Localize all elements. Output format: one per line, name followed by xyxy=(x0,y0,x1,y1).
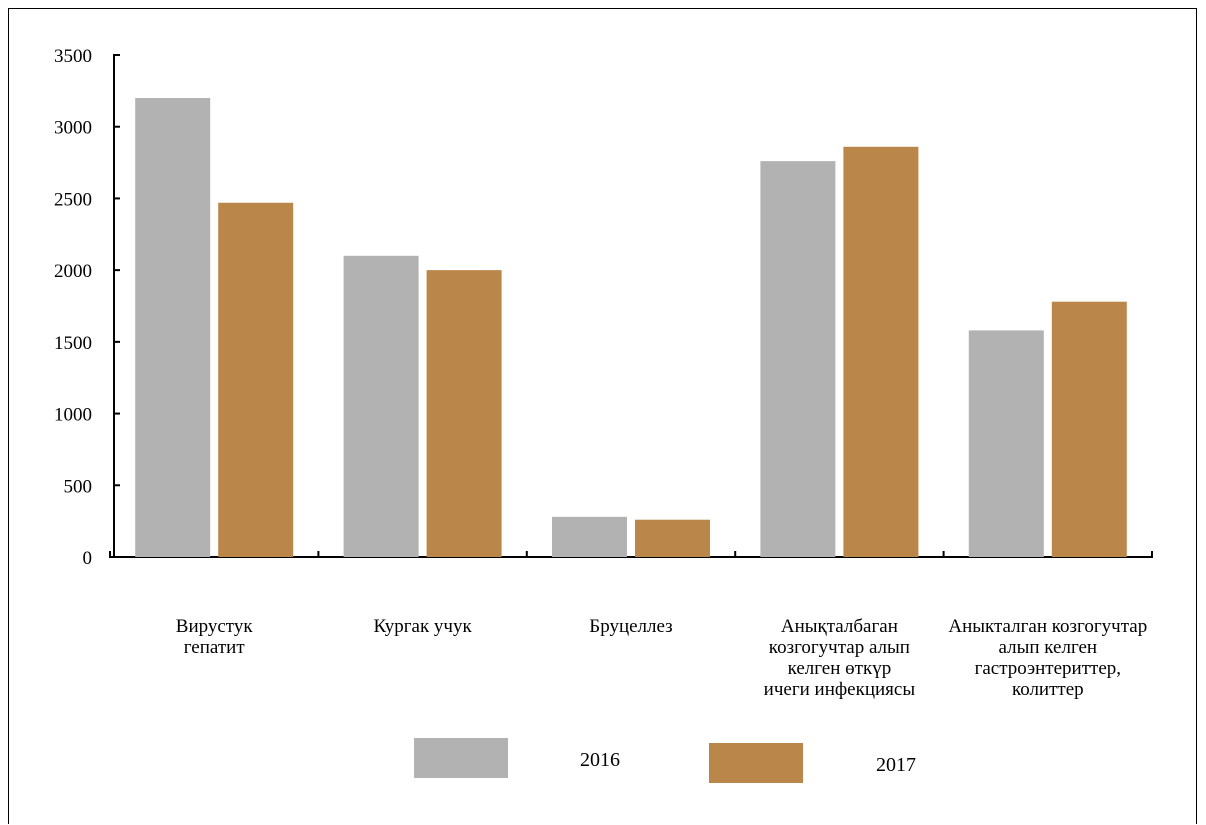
y-tick-label: 0 xyxy=(83,548,93,569)
y-tick-label: 1000 xyxy=(54,405,92,426)
y-tick-label: 500 xyxy=(64,476,93,497)
bar-2017-3 xyxy=(843,146,919,557)
legend-label-2016: 2016 xyxy=(580,749,620,771)
bar-2016-0 xyxy=(135,98,211,558)
x-category-label: Кургак учук xyxy=(373,616,472,637)
x-category-label: Вирустук гепатит xyxy=(176,616,254,658)
bar-2017-1 xyxy=(426,270,502,557)
legend-swatch-2017 xyxy=(709,743,803,783)
bar-2016-4 xyxy=(968,330,1044,557)
bar-2017-4 xyxy=(1051,301,1127,557)
legend-label-2017: 2017 xyxy=(876,754,916,776)
bar-2017-2 xyxy=(635,519,710,557)
legend-swatch-2016 xyxy=(414,738,508,778)
chart-frame xyxy=(8,8,1197,824)
bar-2017-0 xyxy=(218,202,294,557)
bar-2016-2 xyxy=(552,516,627,557)
y-tick-label: 2500 xyxy=(54,189,92,210)
bar-2016-3 xyxy=(760,161,836,557)
x-category-label: Анықталбаган козгогучтар алып келген өткүр… xyxy=(764,616,916,700)
x-category-label: Бруцеллез xyxy=(589,616,672,637)
y-tick-label: 2000 xyxy=(54,261,92,282)
bar-2016-1 xyxy=(343,255,419,558)
x-category-label: Аныкталган козгогучтар алып келген гастроэ… xyxy=(948,616,1147,700)
y-tick-label: 3500 xyxy=(54,46,92,67)
y-tick-label: 1500 xyxy=(54,333,92,354)
y-tick-label: 3000 xyxy=(54,118,92,139)
